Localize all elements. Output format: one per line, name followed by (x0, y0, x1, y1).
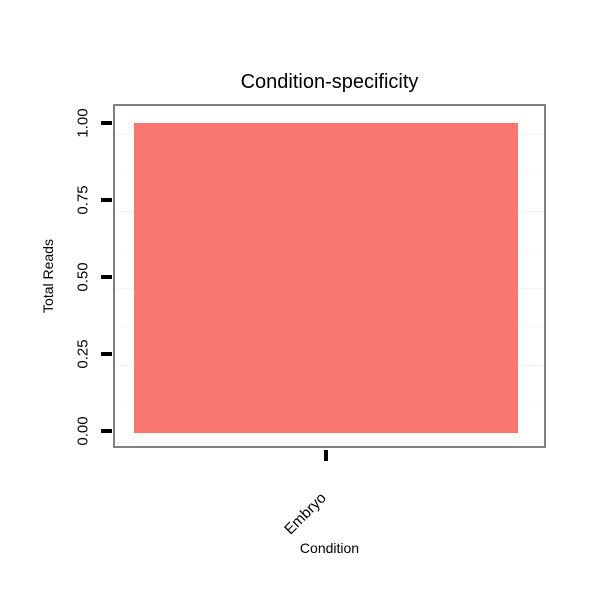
plot-panel-inner (115, 106, 544, 446)
y-tick-mark-0 (101, 429, 112, 433)
y-axis-title: Total Reads (40, 239, 56, 313)
y-tick-label-1: 0.25 (74, 339, 92, 369)
x-tick-mark-0 (324, 450, 328, 461)
y-tick-mark-3 (101, 198, 112, 202)
y-tick-label-0: 0.00 (74, 416, 92, 446)
y-tick-label-3: 0.75 (74, 185, 92, 215)
y-tick-mark-1 (101, 352, 112, 356)
y-tick-label-4: 1.00 (74, 108, 92, 138)
plot-panel (113, 104, 546, 448)
x-axis-title: Condition (299, 540, 360, 556)
gridline-major (115, 442, 544, 443)
bar-embryo[interactable] (134, 123, 518, 433)
x-tick-label-embryo: Embryo (281, 489, 330, 539)
y-tick-mark-2 (101, 275, 112, 279)
y-tick-label-2: 0.50 (74, 262, 92, 292)
chart-title: Condition-specificity (240, 71, 419, 93)
y-tick-mark-4 (101, 121, 112, 125)
